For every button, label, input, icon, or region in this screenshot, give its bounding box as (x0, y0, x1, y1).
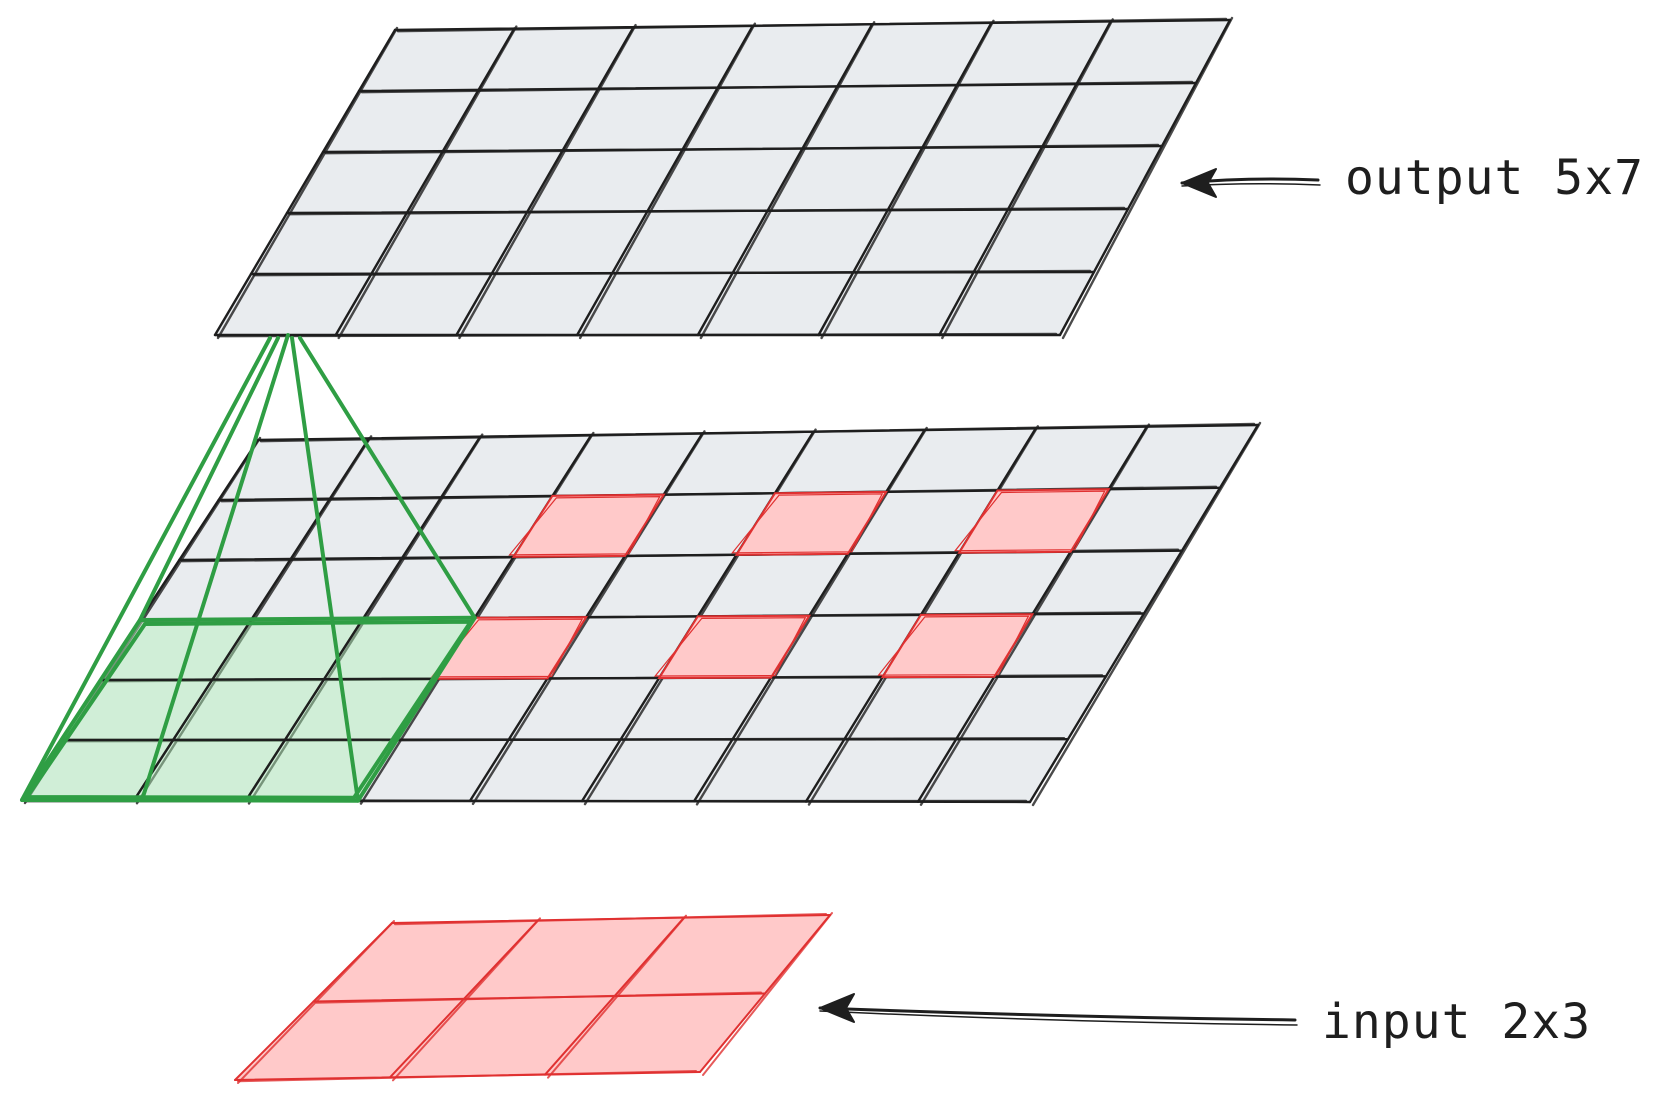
red-cell-3 (957, 488, 1111, 554)
middle-layer (20, 421, 1262, 807)
output-layer-row-line-sketch (252, 269, 1092, 277)
kernel-projection-line-4 (20, 336, 272, 802)
red-cell-sketch-6 (877, 615, 1030, 676)
kernel-fill (22, 617, 475, 801)
middle-layer-col-line (1028, 423, 1260, 804)
middle-layer-col-line-sketch (471, 430, 706, 806)
kernel-outline-sketch (25, 619, 473, 800)
input-layer-row-line-sketch (237, 1070, 697, 1083)
output-layer-col-line-sketch (578, 22, 757, 340)
output-layer-col-line (213, 28, 397, 337)
input-layer-row-line-sketch (394, 913, 827, 926)
output-layer (213, 16, 1234, 340)
red-cells (430, 488, 1111, 680)
red-cell-sketch-1 (508, 495, 661, 556)
red-cell-sketch-5 (653, 617, 807, 677)
arrows (818, 168, 1321, 1026)
output-label: output 5x7 (1345, 150, 1644, 206)
output-layer-col-line-sketch (820, 19, 995, 340)
middle-layer-col-line-sketch (695, 426, 928, 806)
middle-layer-col-line-sketch (1031, 421, 1262, 807)
output-layer-col-line (334, 27, 516, 337)
kernel-projection-line-extra (140, 333, 290, 802)
red-cell-sketch-2 (731, 493, 884, 554)
middle-layer-fill (22, 425, 1258, 802)
input-layer-col-line-sketch (702, 912, 833, 1076)
output-layer-col-line-sketch (337, 25, 518, 340)
red-cell-5 (657, 614, 812, 680)
output-layer-row-line-sketch (360, 80, 1194, 94)
kernel-grid-line (244, 617, 365, 802)
input-label: input 2x3 (1322, 994, 1592, 1050)
kernel-projection-line-3 (290, 336, 360, 803)
middle-layer-row-line-sketch (259, 422, 1256, 443)
input-arrow-head (819, 993, 855, 1023)
red-cell-1 (511, 493, 666, 558)
output-layer-col-line (938, 20, 1112, 337)
output-arrow-head (1181, 168, 1217, 198)
kernel-projection-line-2 (298, 336, 477, 620)
output-layer-col-line-sketch (1061, 16, 1234, 340)
output-layer-row-line-sketch (324, 143, 1160, 155)
input-layer (234, 912, 833, 1084)
output-layer-col-line (455, 25, 635, 337)
red-cell-2 (734, 490, 889, 556)
input-layer-col-line-sketch (547, 914, 687, 1079)
middle-layer-col-line-sketch (919, 423, 1151, 806)
output-layer-col-line-sketch (458, 23, 637, 340)
kernel-projection-line-1 (138, 336, 280, 622)
output-layer-row-line-sketch (216, 332, 1058, 338)
output-layer-col-line (575, 24, 755, 337)
input-arrow-shaft (818, 1006, 1297, 1022)
kernel-grid-line (99, 677, 437, 682)
red-cell-6 (880, 613, 1035, 679)
output-layer-col-line-sketch (216, 26, 399, 340)
input-layer-col-line-sketch (237, 920, 395, 1084)
input-layer-row-line-sketch (315, 991, 762, 1004)
output-layer-fill (215, 20, 1230, 335)
kernel-grid-line (132, 618, 253, 802)
input-arrow-shaft-sketch (819, 1010, 1298, 1026)
output-layer-row-line-sketch (396, 17, 1228, 33)
output-layer-col-line-sketch (699, 21, 876, 340)
kernel-window (20, 333, 477, 803)
output-layer-row-line-sketch (288, 206, 1126, 216)
output-layer-col-line (1058, 18, 1232, 337)
input-layer-col-line-sketch (392, 917, 541, 1082)
output-layer-col-line (696, 23, 874, 337)
output-layer-col-line-sketch (941, 18, 1114, 340)
red-cell-sketch-3 (953, 490, 1106, 552)
output-layer-col-line (817, 21, 993, 337)
